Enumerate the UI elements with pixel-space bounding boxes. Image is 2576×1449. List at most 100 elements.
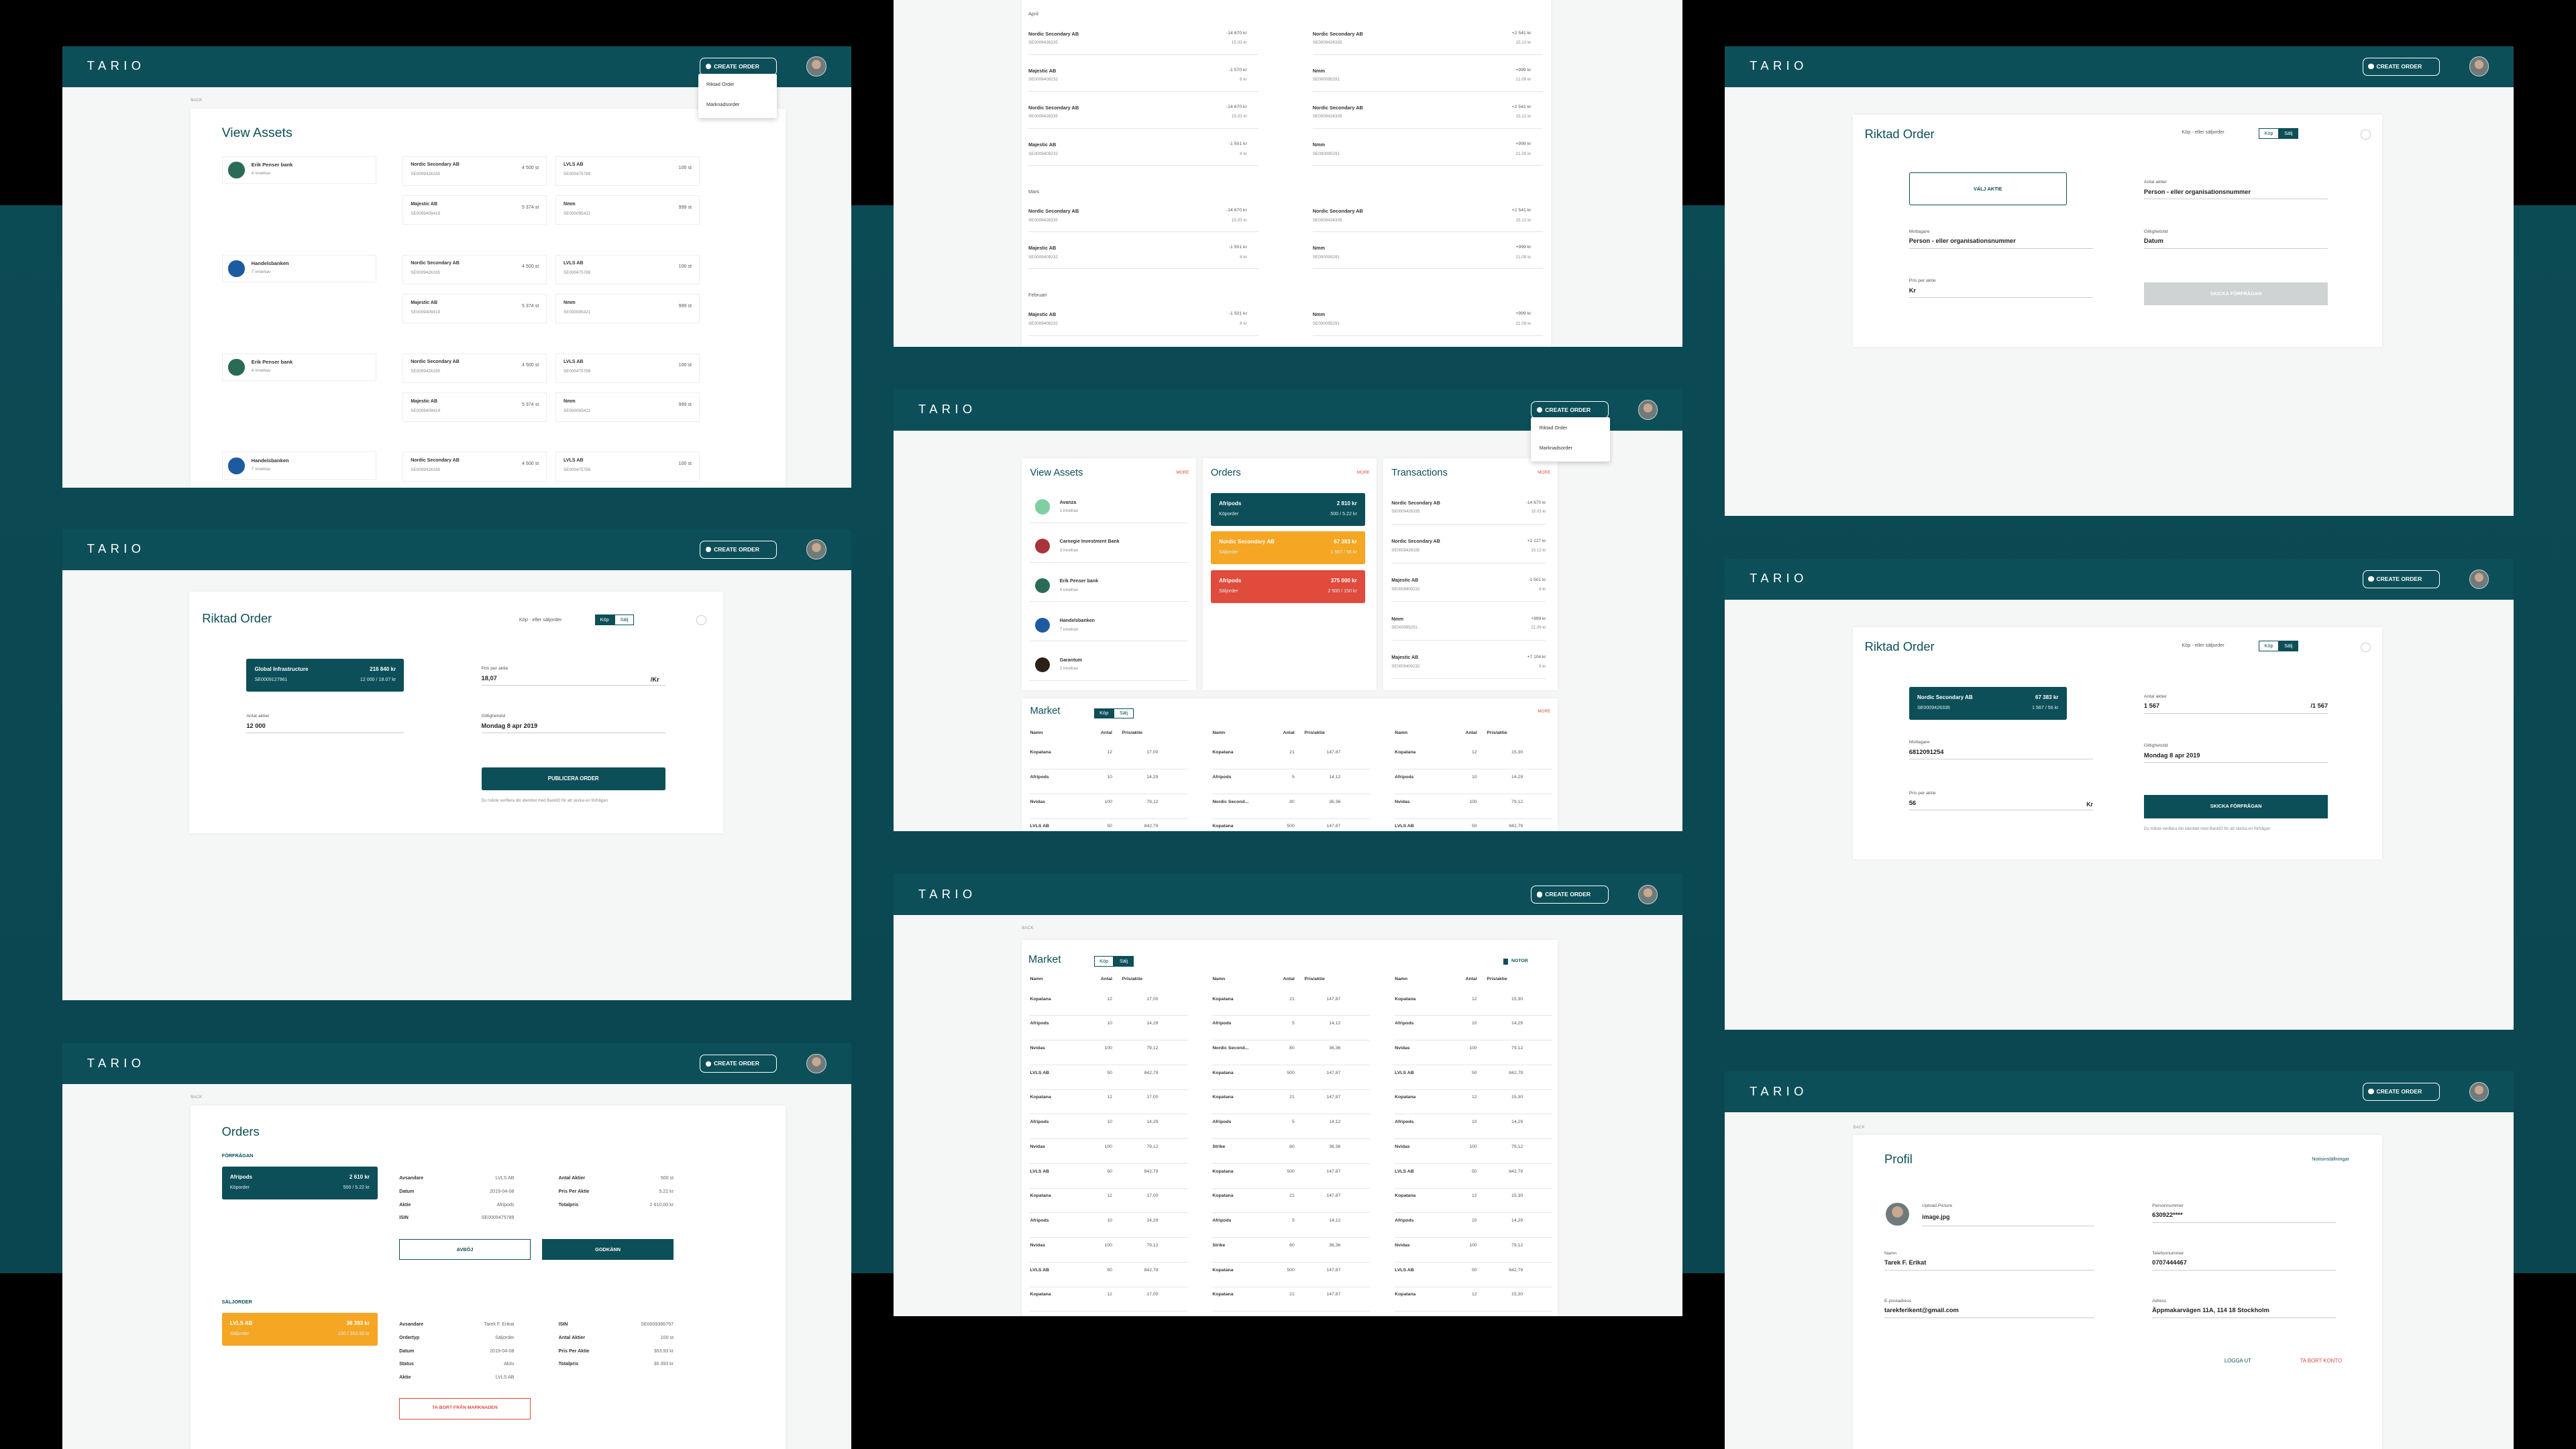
toggle-label[interactable]: Köp bbox=[2264, 129, 2273, 136]
toggle-label[interactable]: Köp bbox=[1099, 958, 1109, 965]
toggle-label[interactable]: Köp bbox=[1099, 710, 1109, 716]
market-row[interactable] bbox=[1030, 1091, 1194, 1114]
market-row[interactable] bbox=[1212, 1140, 1377, 1163]
button-label[interactable]: VÄLJ AKTIE bbox=[1974, 185, 2002, 192]
market-row[interactable] bbox=[1395, 1017, 1559, 1040]
market-row[interactable] bbox=[1030, 1263, 1194, 1286]
market-row[interactable] bbox=[1212, 1263, 1377, 1286]
market-row[interactable] bbox=[1212, 746, 1377, 769]
avatar[interactable] bbox=[2469, 569, 2489, 589]
market-row[interactable] bbox=[1030, 1165, 1194, 1187]
holding[interactable] bbox=[402, 451, 547, 482]
button-label[interactable]: PUBLICERA ORDER bbox=[547, 775, 599, 782]
toggle-buy[interactable] bbox=[1094, 956, 1114, 967]
button-label[interactable]: GODKÄNN bbox=[595, 1246, 621, 1252]
holding[interactable] bbox=[402, 353, 547, 383]
create-order-button[interactable] bbox=[2362, 570, 2440, 588]
toggle-label[interactable]: Sälj bbox=[1119, 958, 1128, 965]
avatar[interactable] bbox=[2469, 56, 2489, 76]
button-label[interactable]: CREATE ORDER bbox=[1545, 406, 1591, 413]
market-row[interactable] bbox=[1030, 992, 1194, 1015]
market-row[interactable] bbox=[1212, 771, 1377, 794]
button-label[interactable]: CREATE ORDER bbox=[2376, 1087, 2422, 1095]
more-link[interactable]: MORE bbox=[1356, 470, 1370, 475]
toggle-buy[interactable] bbox=[1094, 708, 1114, 719]
stock-card[interactable] bbox=[221, 1312, 378, 1346]
logout-link[interactable]: LOGGA UT bbox=[2224, 1358, 2251, 1364]
button-label[interactable]: CREATE ORDER bbox=[714, 1060, 759, 1067]
toggle-buy[interactable] bbox=[2259, 128, 2279, 139]
market-row[interactable] bbox=[1395, 1288, 1559, 1311]
market-row[interactable] bbox=[1395, 1116, 1559, 1138]
menu-item[interactable]: Riktad Order bbox=[1539, 425, 1568, 431]
market-row[interactable] bbox=[1395, 1239, 1559, 1262]
market-row[interactable] bbox=[1030, 1116, 1194, 1138]
market-row[interactable] bbox=[1212, 1091, 1377, 1114]
submit-button[interactable] bbox=[481, 767, 665, 790]
notify-link[interactable]: NOTOR bbox=[1511, 959, 1528, 964]
market-row[interactable] bbox=[1030, 1189, 1194, 1212]
toggle-label[interactable]: Köp bbox=[2264, 643, 2273, 649]
holding[interactable] bbox=[402, 156, 547, 186]
market-row[interactable] bbox=[1212, 1017, 1377, 1040]
button-label[interactable]: CREATE ORDER bbox=[714, 62, 759, 70]
avatar[interactable] bbox=[1638, 400, 1658, 420]
toggle-label[interactable]: Sälj bbox=[620, 616, 629, 623]
back-link[interactable]: BACK bbox=[1853, 1124, 1865, 1130]
button-label[interactable]: TA BORT FRÅN MARKNADEN bbox=[432, 1405, 498, 1411]
market-row[interactable] bbox=[1395, 992, 1559, 1015]
close-button[interactable] bbox=[696, 615, 707, 625]
market-row[interactable] bbox=[1212, 1288, 1377, 1311]
holding[interactable] bbox=[555, 195, 700, 225]
close-button[interactable] bbox=[2361, 642, 2371, 653]
bank-row[interactable] bbox=[1030, 612, 1187, 642]
profile-picture[interactable] bbox=[1886, 1202, 1909, 1226]
toggle-sell[interactable] bbox=[2278, 128, 2299, 139]
market-row[interactable] bbox=[1395, 795, 1559, 818]
avatar[interactable] bbox=[2469, 1081, 2489, 1102]
avatar[interactable] bbox=[806, 1054, 826, 1074]
create-order-button[interactable] bbox=[2362, 1082, 2440, 1101]
holding[interactable] bbox=[402, 294, 547, 324]
more-link[interactable]: MORE bbox=[1176, 470, 1189, 475]
toggle-sell[interactable] bbox=[1114, 956, 1134, 967]
create-order-button[interactable] bbox=[700, 540, 777, 559]
market-row[interactable] bbox=[1030, 1239, 1194, 1262]
market-row[interactable] bbox=[1395, 771, 1559, 794]
holding[interactable] bbox=[555, 353, 700, 383]
stock-card[interactable] bbox=[221, 1166, 378, 1199]
create-order-button[interactable] bbox=[2362, 57, 2440, 76]
bank-row[interactable] bbox=[221, 451, 376, 480]
holding[interactable] bbox=[555, 254, 700, 284]
decline-button[interactable] bbox=[399, 1238, 531, 1260]
button-label[interactable]: CREATE ORDER bbox=[1545, 891, 1591, 898]
market-row[interactable] bbox=[1030, 795, 1194, 818]
button-label[interactable]: SKICKA FÖRFRÅGAN bbox=[2210, 290, 2262, 297]
create-order-button[interactable] bbox=[1531, 885, 1609, 904]
holding[interactable] bbox=[402, 195, 547, 225]
button-label[interactable]: SKICKA FÖRFRÅGAN bbox=[2210, 803, 2262, 810]
market-row[interactable] bbox=[1212, 1066, 1377, 1089]
market-row[interactable] bbox=[1395, 746, 1559, 769]
holding[interactable] bbox=[555, 156, 700, 186]
button-label[interactable]: CREATE ORDER bbox=[2376, 575, 2422, 582]
remove-button[interactable] bbox=[399, 1398, 531, 1419]
stock-card[interactable] bbox=[1909, 686, 2067, 720]
market-row[interactable] bbox=[1395, 1042, 1559, 1065]
avatar[interactable] bbox=[806, 539, 826, 559]
settings-link[interactable]: Notisinställningar bbox=[2312, 1156, 2350, 1163]
market-row[interactable] bbox=[1395, 1091, 1559, 1114]
stock-card[interactable] bbox=[1210, 531, 1366, 565]
toggle-buy[interactable] bbox=[2259, 641, 2279, 651]
market-row[interactable] bbox=[1030, 771, 1194, 794]
market-row[interactable] bbox=[1395, 1189, 1559, 1212]
menu-item[interactable]: Marknadsorder bbox=[1539, 444, 1572, 451]
bank-row[interactable] bbox=[1030, 652, 1187, 682]
market-row[interactable] bbox=[1212, 1239, 1377, 1262]
bank-row[interactable] bbox=[221, 156, 376, 184]
bank-row[interactable] bbox=[221, 254, 376, 283]
menu-item[interactable]: Marknadsorder bbox=[706, 101, 740, 107]
market-row[interactable] bbox=[1030, 1017, 1194, 1040]
toggle-label[interactable]: Sälj bbox=[2284, 129, 2293, 136]
market-row[interactable] bbox=[1212, 1165, 1377, 1187]
